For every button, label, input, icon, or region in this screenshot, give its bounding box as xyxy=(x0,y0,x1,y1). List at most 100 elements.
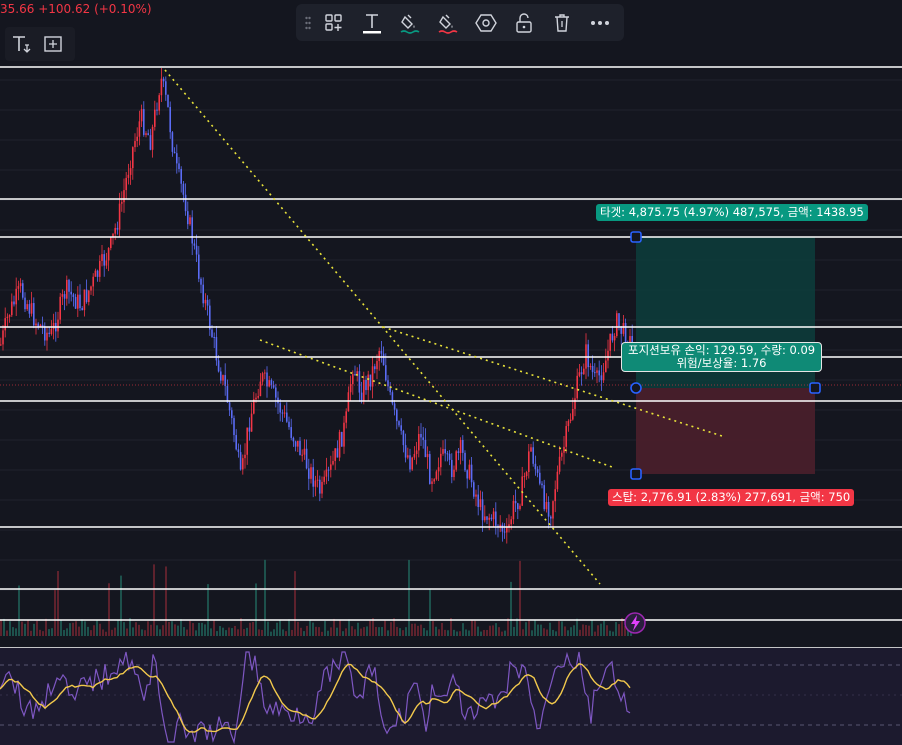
text-anchor-icon[interactable] xyxy=(9,31,35,57)
candle-body xyxy=(508,524,510,528)
volume-bar xyxy=(414,623,416,636)
candle-body xyxy=(407,455,409,458)
candle-body xyxy=(162,78,165,82)
stop-handle[interactable] xyxy=(630,468,642,480)
candle-body xyxy=(57,319,59,332)
candle-body xyxy=(539,472,541,484)
candle-body xyxy=(195,245,198,255)
add-to-template-icon[interactable] xyxy=(316,8,352,38)
stop-zone[interactable] xyxy=(636,388,815,474)
candle-body xyxy=(52,322,55,330)
trendline-2[interactable] xyxy=(259,339,613,468)
candle-body xyxy=(385,365,387,381)
trash-icon[interactable] xyxy=(544,8,580,38)
volume-bar xyxy=(615,621,617,636)
volume-bar xyxy=(180,619,182,636)
candle-body xyxy=(272,384,275,388)
volume-bar xyxy=(441,622,443,636)
candle-body xyxy=(330,464,332,470)
candle-body xyxy=(125,177,127,191)
volume-bar xyxy=(396,626,398,636)
volume-bar xyxy=(456,631,458,636)
candle-body xyxy=(121,202,123,204)
candle-body xyxy=(292,437,295,442)
candle-body xyxy=(160,78,163,96)
candle-body xyxy=(88,290,90,303)
candle-body xyxy=(39,324,42,327)
candle-body xyxy=(299,440,301,456)
volume-bar xyxy=(429,589,431,636)
volume-bar xyxy=(558,621,560,636)
volume-bar xyxy=(237,629,239,636)
volume-bar xyxy=(516,618,518,636)
candle-body xyxy=(596,370,598,373)
candle-body xyxy=(237,449,240,453)
candle-body xyxy=(451,459,453,478)
candle-body xyxy=(376,361,378,370)
text-icon[interactable] xyxy=(354,8,390,38)
unlock-icon[interactable] xyxy=(506,8,542,38)
candle-body xyxy=(506,527,508,533)
volume-bar xyxy=(234,625,236,636)
candle-body xyxy=(112,233,114,238)
candle-body xyxy=(620,326,622,334)
candle-body xyxy=(323,476,325,482)
settings-hex-icon[interactable] xyxy=(468,8,504,38)
volume-bar xyxy=(114,627,116,636)
volume-bar xyxy=(228,627,230,636)
trendline-1[interactable] xyxy=(164,69,601,585)
candle-body xyxy=(536,469,539,473)
candle-body xyxy=(519,505,521,510)
volume-bar xyxy=(618,624,620,636)
candle-body xyxy=(332,460,334,465)
volume-bar xyxy=(546,629,548,636)
volume-bar xyxy=(540,624,542,636)
candle-body xyxy=(488,517,490,520)
candle-body xyxy=(358,371,361,393)
volume-bar xyxy=(60,620,62,636)
stop-label[interactable]: 스탑: 2,776.91 (2.83%) 277,691, 금액: 750 xyxy=(608,489,855,506)
candle-body xyxy=(440,453,442,468)
candle-body xyxy=(316,479,319,481)
volume-bar xyxy=(18,585,20,636)
volume-bar xyxy=(276,622,278,636)
volume-bar xyxy=(240,618,242,636)
candle-body xyxy=(424,439,427,458)
volume-bars xyxy=(0,559,632,636)
candle-body xyxy=(475,494,477,497)
candle-body xyxy=(217,360,220,372)
candle-body xyxy=(360,392,363,401)
volume-bar xyxy=(39,629,41,636)
candle-body xyxy=(231,410,233,419)
volume-bar xyxy=(573,625,575,636)
candle-body xyxy=(530,447,532,452)
frame-icon[interactable] xyxy=(41,31,67,57)
target-label[interactable]: 타겟: 4,875.75 (4.97%) 487,575, 금액: 1438.9… xyxy=(596,204,868,221)
volume-bar xyxy=(12,627,14,636)
drag-handle-icon[interactable] xyxy=(302,8,314,38)
fill-color-icon[interactable] xyxy=(392,8,428,38)
candle-body xyxy=(173,151,176,154)
entry-handle[interactable] xyxy=(630,382,642,394)
volume-bar xyxy=(483,629,485,636)
volume-bar xyxy=(597,625,599,636)
end-handle[interactable] xyxy=(809,382,821,394)
candle-body xyxy=(61,294,64,297)
candle-body xyxy=(369,374,372,387)
candle-body xyxy=(429,454,431,484)
volume-bar xyxy=(345,628,347,636)
position-info-label[interactable]: 포지션보유 손익: 129.59, 수량: 0.09 위험/보상율: 1.76 xyxy=(621,342,823,372)
candle-body xyxy=(345,411,347,423)
candle-body xyxy=(48,332,50,335)
candle-body xyxy=(374,366,376,370)
target-handle[interactable] xyxy=(630,231,642,243)
candle-body xyxy=(576,375,578,399)
more-icon[interactable] xyxy=(582,8,618,38)
volume-bar xyxy=(6,630,8,636)
candle-body xyxy=(255,397,257,400)
volume-bar xyxy=(63,629,65,636)
candle-body xyxy=(147,133,149,136)
candle-body xyxy=(525,472,528,477)
line-color-icon[interactable] xyxy=(430,8,466,38)
